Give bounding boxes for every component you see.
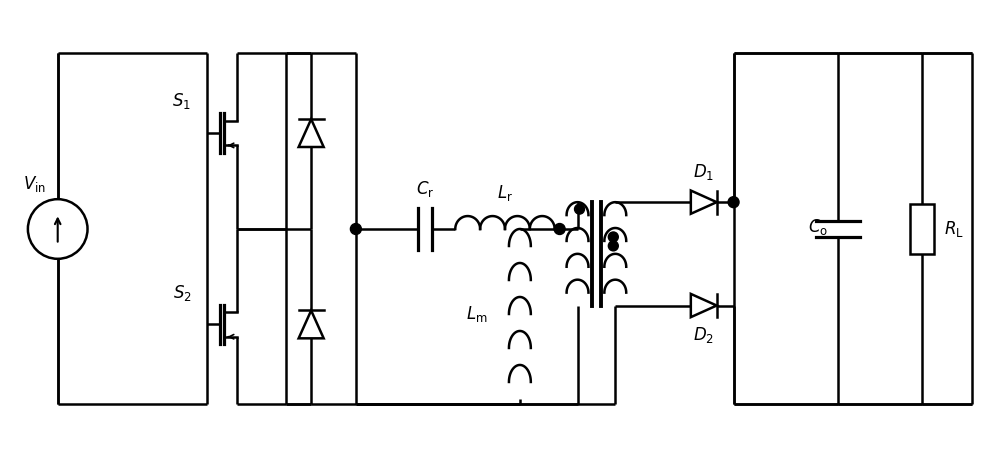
Circle shape	[575, 204, 584, 214]
Polygon shape	[691, 294, 717, 317]
Text: $C_{\rm o}$: $C_{\rm o}$	[808, 217, 828, 237]
Circle shape	[554, 223, 565, 234]
Circle shape	[608, 241, 618, 251]
Text: $R_{\rm L}$: $R_{\rm L}$	[944, 219, 964, 239]
Circle shape	[350, 223, 361, 234]
Text: $L_{\rm r}$: $L_{\rm r}$	[497, 183, 513, 203]
Polygon shape	[299, 119, 324, 147]
Polygon shape	[299, 310, 324, 338]
Text: $D_2$: $D_2$	[693, 325, 714, 345]
Text: $D_1$: $D_1$	[693, 162, 714, 182]
Circle shape	[608, 232, 618, 242]
Text: $C_{\rm r}$: $C_{\rm r}$	[416, 179, 435, 199]
Polygon shape	[691, 191, 717, 214]
Bar	[910, 204, 934, 254]
Text: $L_{\rm m}$: $L_{\rm m}$	[466, 304, 488, 324]
Text: $V_{\rm in}$: $V_{\rm in}$	[23, 174, 46, 194]
Text: $S_1$: $S_1$	[172, 91, 191, 111]
Text: $S_2$: $S_2$	[173, 282, 191, 303]
Circle shape	[728, 197, 739, 207]
Circle shape	[28, 199, 88, 259]
